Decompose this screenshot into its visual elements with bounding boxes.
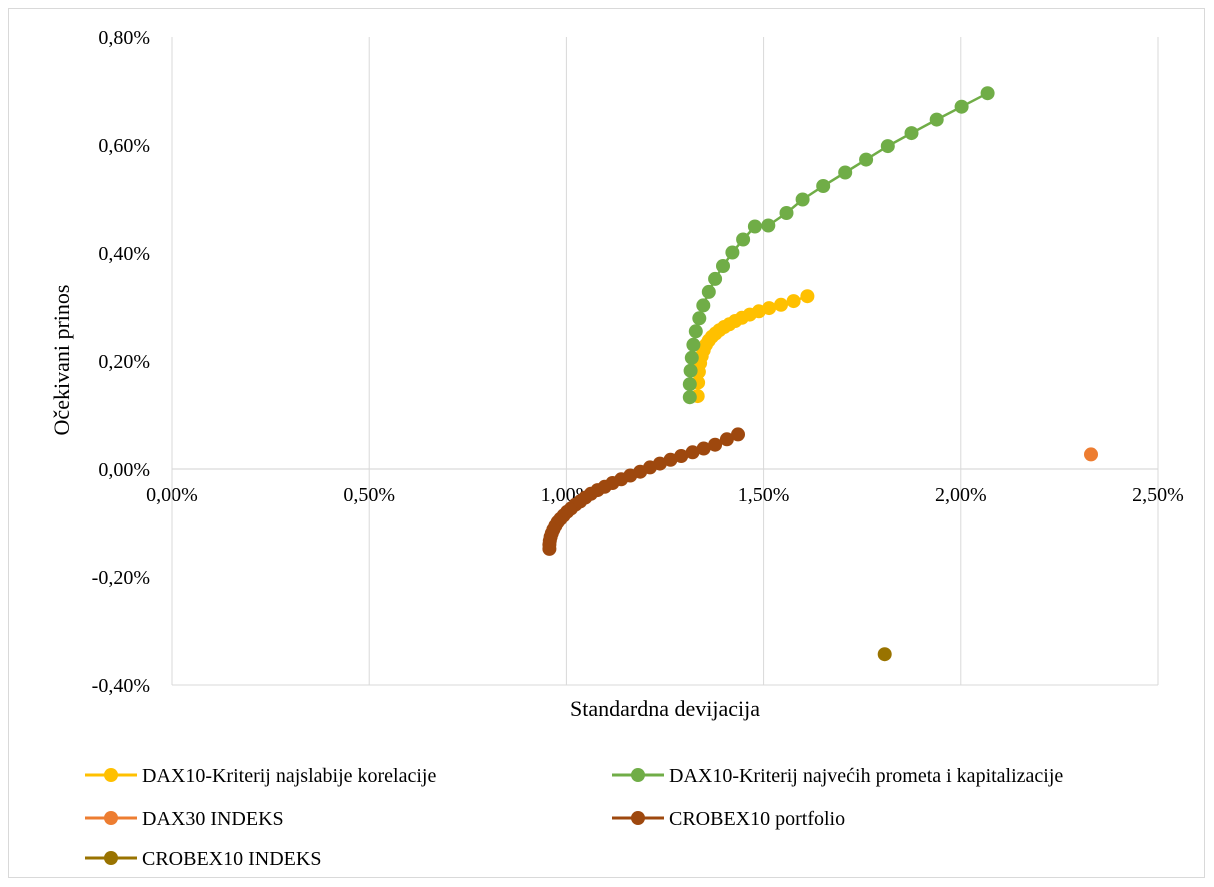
legend-label: DAX30 INDEKS: [142, 808, 284, 830]
legend-label: DAX10-Kriterij najvećih prometa i kapita…: [669, 765, 1063, 787]
series-1: [682, 86, 995, 405]
y-tick-label: -0,40%: [92, 675, 150, 697]
y-tick-label: 0,60%: [98, 135, 150, 157]
legend-label: DAX10-Kriterij najslabije korelacije: [142, 765, 436, 787]
data-point: [880, 139, 895, 154]
data-point: [779, 206, 794, 220]
data-point: [816, 179, 831, 193]
data-point: [774, 297, 788, 312]
data-point: [685, 445, 700, 460]
legend-marker: [631, 768, 645, 782]
data-point: [701, 284, 716, 299]
data-point: [682, 377, 697, 392]
data-point: [708, 437, 723, 452]
legend-item: DAX30 INDEKS: [85, 808, 284, 830]
data-point: [786, 294, 801, 309]
y-tick-label: -0,20%: [92, 567, 150, 589]
x-tick-label: 2,00%: [935, 484, 987, 506]
data-point: [731, 427, 745, 442]
data-point: [682, 390, 697, 405]
data-point: [683, 363, 698, 378]
y-tick-label: 0,80%: [98, 27, 150, 49]
series-line: [688, 92, 989, 398]
data-point: [747, 219, 762, 234]
legend-label: CROBEX10 portfolio: [669, 808, 845, 830]
data-point: [859, 152, 874, 167]
x-axis-title: Standardna devijacija: [570, 696, 760, 721]
data-point: [762, 301, 777, 316]
data-point: [929, 112, 944, 127]
data-point: [663, 452, 678, 467]
data-point: [696, 441, 711, 456]
data-point: [708, 271, 723, 286]
data-point: [686, 337, 701, 352]
data-point: [954, 99, 969, 114]
data-point: [1084, 447, 1098, 462]
y-tick-label: 0,20%: [98, 351, 150, 373]
legend-item: DAX10-Kriterij najslabije korelacije: [85, 765, 436, 787]
legend-item: CROBEX10 portfolio: [612, 808, 845, 830]
y-tick-label: 0,00%: [98, 459, 150, 481]
data-point: [736, 232, 751, 247]
series-layer: [542, 86, 1098, 662]
legend-marker: [631, 811, 645, 825]
legend-marker: [104, 851, 118, 865]
series-0: [690, 289, 815, 404]
data-point: [696, 298, 711, 313]
data-point: [980, 86, 995, 101]
y-tick-label: 0,40%: [98, 243, 150, 265]
x-tick-label: 1,50%: [738, 484, 790, 506]
x-tick-label: 2,50%: [1132, 484, 1184, 506]
data-point: [838, 165, 853, 180]
data-point: [725, 245, 740, 260]
data-point: [652, 456, 667, 471]
grid: [171, 37, 1159, 685]
data-point: [688, 324, 703, 339]
data-point: [795, 192, 810, 207]
legend-marker: [104, 811, 118, 825]
data-point: [719, 432, 734, 447]
x-tick-label: 0,50%: [343, 484, 395, 506]
axes: 0,00% 0,50% 1,00% 1,50% 2,00% 2,50%0,80%0,60%…: [92, 27, 1184, 697]
chart-frame: [8, 8, 1205, 878]
data-point: [877, 647, 892, 662]
legend: DAX10-Kriterij najslabije korelacije DAX1…: [85, 765, 1063, 870]
y-axis-title: Očekivani prinos: [49, 285, 74, 436]
data-point: [674, 449, 689, 463]
data-point: [904, 126, 919, 141]
legend-item: CROBEX10 INDEKS: [85, 848, 321, 870]
data-point: [761, 218, 776, 233]
data-point: [692, 311, 707, 326]
data-point: [800, 289, 815, 304]
series-2: [1084, 447, 1098, 462]
legend-item: DAX10-Kriterij najvećih prometa i kapita…: [612, 765, 1063, 787]
legend-label: CROBEX10 INDEKS: [142, 848, 321, 870]
data-point: [716, 259, 730, 273]
legend-marker: [104, 768, 118, 782]
data-point: [684, 350, 699, 365]
series-4: [877, 647, 892, 662]
series-3: [542, 427, 745, 556]
